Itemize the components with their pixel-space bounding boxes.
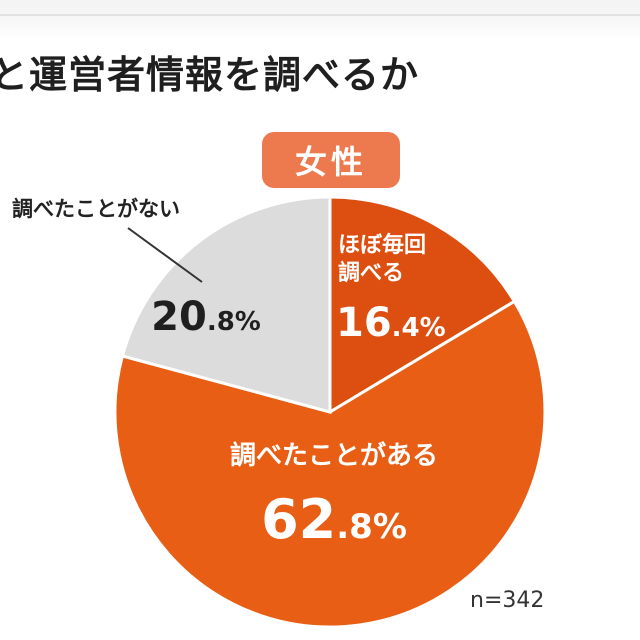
label-never-checked: 調べたことがない <box>12 197 180 221</box>
label-almost-every-time-line2: 調べる <box>338 260 404 286</box>
segment-badge: 女性 <box>262 132 400 188</box>
value-have-checked: 62.8% <box>261 488 407 551</box>
slice-never-checked <box>120 195 332 414</box>
chart-title: と運営者情報を調べるか <box>0 53 420 97</box>
slice-have-checked <box>113 299 547 629</box>
label-almost-every-time-line1: ほぼ毎回 <box>338 233 426 258</box>
top-divider <box>0 14 640 16</box>
label-have-checked: 調べたことがある <box>230 440 438 471</box>
slice-almost-every-time <box>328 195 517 415</box>
leader-line-never-checked <box>127 227 203 283</box>
sample-size-note: n=342 <box>470 588 545 613</box>
value-almost-every-time: 16.4% <box>336 300 446 346</box>
value-never-checked: 20.8% <box>151 294 261 340</box>
